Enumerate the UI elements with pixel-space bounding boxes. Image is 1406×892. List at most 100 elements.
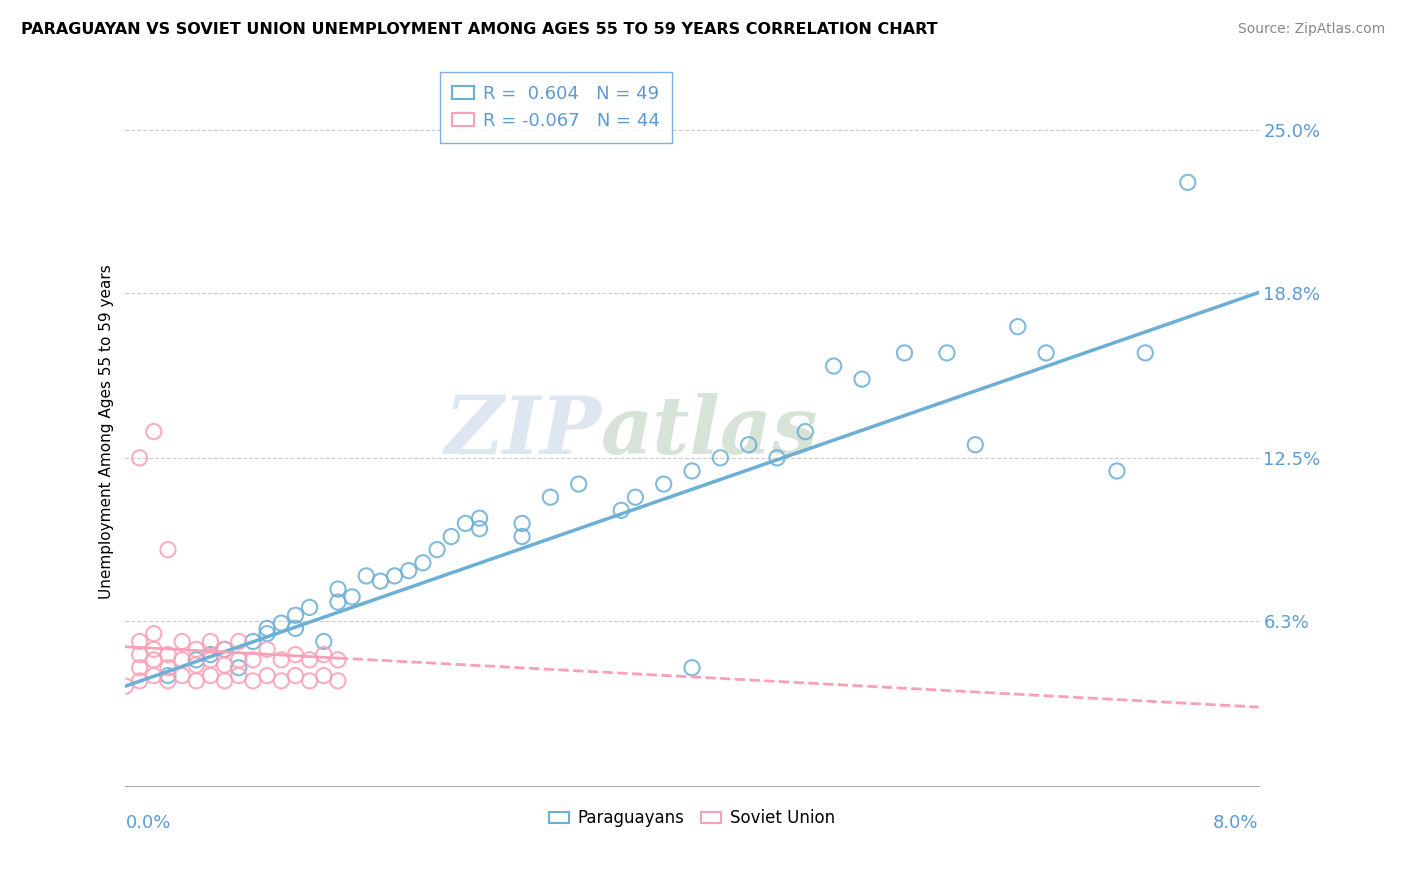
Point [312,634,335,648]
Point [766,450,789,465]
Point [370,574,392,589]
Point [851,372,873,386]
Point [200,653,222,667]
Point [228,668,250,682]
Point [256,642,278,657]
Point [270,653,292,667]
Text: PARAGUAYAN VS SOVIET UNION UNEMPLOYMENT AMONG AGES 55 TO 59 YEARS CORRELATION CH: PARAGUAYAN VS SOVIET UNION UNEMPLOYMENT … [21,22,938,37]
Point [298,653,321,667]
Point [172,668,194,682]
Point [312,668,335,682]
Point [242,634,264,648]
Point [326,582,349,596]
Point [270,673,292,688]
Point [326,653,349,667]
Point [510,530,533,544]
Point [284,648,307,662]
Point [270,616,292,631]
Point [1035,346,1057,360]
Point [172,634,194,648]
Point [468,511,491,525]
Point [128,673,150,688]
Point [256,626,278,640]
Point [172,653,194,667]
Point [200,634,222,648]
Point [114,679,136,693]
Point [156,673,179,688]
Point [610,503,633,517]
Point [142,642,165,657]
Point [128,634,150,648]
Point [1105,464,1128,478]
Point [228,653,250,667]
Point [568,477,591,491]
Point [312,648,335,662]
Point [214,673,236,688]
Point [412,556,434,570]
Point [681,464,703,478]
Point [468,522,491,536]
Legend: Paraguayans, Soviet Union: Paraguayans, Soviet Union [543,803,841,834]
Point [284,608,307,623]
Point [1135,346,1157,360]
Point [214,642,236,657]
Point [214,658,236,673]
Point [298,600,321,615]
Point [142,653,165,667]
Point [186,642,208,657]
Point [200,668,222,682]
Point [298,673,321,688]
Point [284,668,307,682]
Point [200,648,222,662]
Text: ZIP: ZIP [444,392,602,470]
Text: 0.0%: 0.0% [125,814,172,832]
Point [284,621,307,635]
Point [1177,175,1199,189]
Point [186,653,208,667]
Point [794,425,817,439]
Point [256,668,278,682]
Point [156,668,179,682]
Point [1007,319,1029,334]
Text: atlas: atlas [602,392,818,470]
Point [440,530,463,544]
Point [128,661,150,675]
Text: Source: ZipAtlas.com: Source: ZipAtlas.com [1237,22,1385,37]
Point [142,668,165,682]
Point [186,658,208,673]
Point [823,359,845,373]
Point [340,590,363,604]
Point [398,564,420,578]
Point [965,438,987,452]
Point [156,661,179,675]
Point [652,477,675,491]
Point [228,661,250,675]
Point [538,490,561,504]
Point [681,661,703,675]
Point [256,621,278,635]
Point [242,673,264,688]
Point [156,648,179,662]
Point [326,673,349,688]
Y-axis label: Unemployment Among Ages 55 to 59 years: Unemployment Among Ages 55 to 59 years [100,264,114,599]
Point [737,438,759,452]
Point [624,490,647,504]
Point [156,542,179,557]
Point [214,642,236,657]
Point [510,516,533,531]
Point [128,648,150,662]
Point [142,626,165,640]
Point [128,450,150,465]
Point [384,569,406,583]
Text: 8.0%: 8.0% [1213,814,1258,832]
Point [454,516,477,531]
Point [326,595,349,609]
Point [426,542,449,557]
Point [186,673,208,688]
Point [709,450,731,465]
Point [354,569,377,583]
Point [936,346,959,360]
Point [242,653,264,667]
Point [893,346,915,360]
Point [228,634,250,648]
